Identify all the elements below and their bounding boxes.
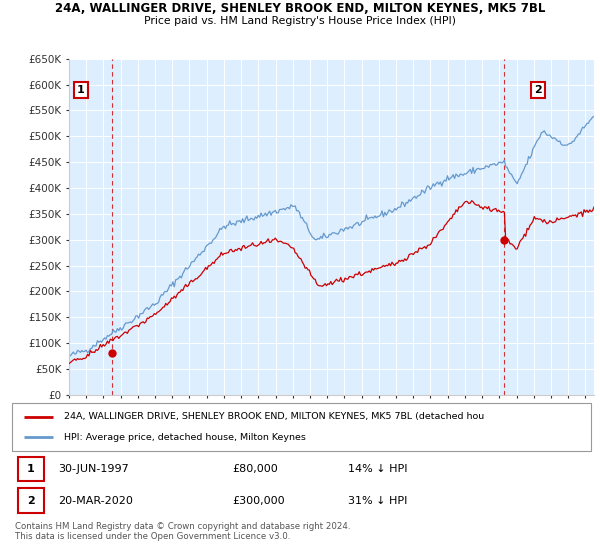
Bar [18, 488, 44, 513]
Text: 1: 1 [77, 85, 85, 95]
Text: 24A, WALLINGER DRIVE, SHENLEY BROOK END, MILTON KEYNES, MK5 7BL: 24A, WALLINGER DRIVE, SHENLEY BROOK END,… [55, 2, 545, 15]
Text: 1: 1 [27, 464, 35, 474]
Text: Contains HM Land Registry data © Crown copyright and database right 2024.
This d: Contains HM Land Registry data © Crown c… [15, 522, 350, 542]
Text: £80,000: £80,000 [232, 464, 278, 474]
Text: HPI: Average price, detached house, Milton Keynes: HPI: Average price, detached house, Milt… [64, 433, 306, 442]
Text: 2: 2 [27, 496, 35, 506]
Text: 14% ↓ HPI: 14% ↓ HPI [348, 464, 407, 474]
Text: 2: 2 [534, 85, 542, 95]
Text: 31% ↓ HPI: 31% ↓ HPI [348, 496, 407, 506]
Text: £300,000: £300,000 [232, 496, 284, 506]
Text: Price paid vs. HM Land Registry's House Price Index (HPI): Price paid vs. HM Land Registry's House … [144, 16, 456, 26]
Bar [18, 457, 44, 481]
Text: 20-MAR-2020: 20-MAR-2020 [58, 496, 133, 506]
Text: 30-JUN-1997: 30-JUN-1997 [58, 464, 129, 474]
Text: 24A, WALLINGER DRIVE, SHENLEY BROOK END, MILTON KEYNES, MK5 7BL (detached hou: 24A, WALLINGER DRIVE, SHENLEY BROOK END,… [64, 412, 484, 421]
